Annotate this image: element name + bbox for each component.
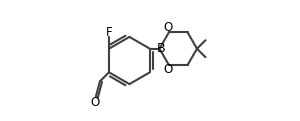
Text: O: O — [164, 63, 173, 76]
Text: O: O — [91, 96, 100, 109]
Text: B: B — [157, 42, 166, 55]
Text: O: O — [164, 21, 173, 34]
Text: F: F — [106, 26, 112, 38]
